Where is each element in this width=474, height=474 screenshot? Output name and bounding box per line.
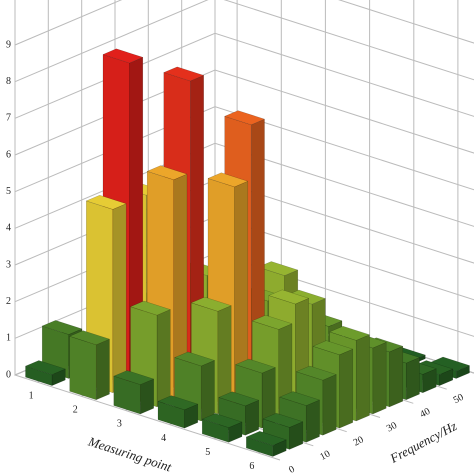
y-tick-label: 50 [452,392,466,406]
y-tick-label: 20 [352,434,366,448]
bar-top [190,296,232,312]
x-tick-label: 1 [29,390,34,401]
bar-top [24,360,67,375]
x-tick-label: 2 [73,405,78,416]
bar-top [251,314,293,330]
bar-top [234,358,277,374]
bar-side [156,309,171,408]
bar-top [157,395,199,411]
bar [113,370,155,415]
x-tick-label: 6 [249,461,254,472]
bar-side [355,334,370,422]
bar-top [268,289,310,305]
z-tick-label: 6 [6,149,11,160]
bar-side [95,338,110,401]
x-tick-label: 3 [117,419,122,430]
bar-side [372,341,387,415]
bar-side [339,348,354,429]
bar [245,431,287,457]
bar-top [41,320,83,335]
x-tick-label: 5 [205,447,210,458]
z-tick-label: 8 [6,76,11,87]
bar-top [262,412,304,428]
z-tick-label: 0 [6,369,11,380]
z-tick-label: 4 [6,223,11,234]
bar-top [173,351,216,367]
x-tick-label: 4 [161,433,166,444]
z-tick-label: 2 [6,296,11,307]
bar-top [68,330,111,346]
bar-side [305,399,320,443]
bar-top [223,110,266,126]
z-tick-label: 5 [6,186,11,197]
bar-top [129,300,172,316]
bar-top [113,370,155,385]
bar [201,413,243,443]
y-axis-title: Frequency/Hz [387,418,460,466]
bar-top [257,261,299,276]
bar-top [278,391,321,406]
bar-top [312,340,354,356]
z-tick-label: 7 [6,113,11,124]
bar-top [245,431,287,446]
bar-side [112,203,127,394]
z-tick-label: 3 [6,259,11,270]
bar-side [405,357,420,401]
y-tick-label: 30 [385,420,399,434]
bar-top [295,365,337,381]
bar-front [69,335,97,401]
bar [24,360,67,386]
bar-top [201,413,243,428]
bar-side [389,345,404,408]
bar-top [102,48,144,64]
y-tick-label: 0 [287,464,297,474]
grid-line [14,0,281,461]
bar-top [328,325,371,341]
bar-top [207,172,249,188]
bar [68,330,111,401]
bar-top [85,194,127,210]
bar-top [218,391,260,407]
y-tick-label: 40 [418,406,432,420]
y-tick-label: 10 [318,448,332,462]
bar-side [200,360,215,422]
bar-top [163,66,205,82]
z-tick-label: 1 [6,333,11,344]
bar-side [322,374,337,436]
bar-top [146,165,188,181]
bar-side [140,378,154,415]
bar [157,395,199,429]
bar-side [245,399,259,436]
z-tick-label: 9 [6,39,11,50]
